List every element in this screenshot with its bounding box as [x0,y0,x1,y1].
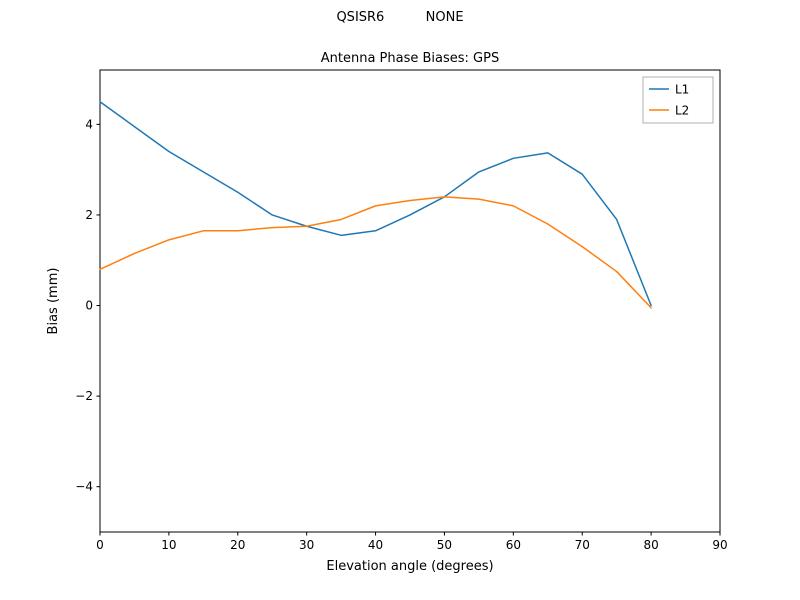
y-axis-label: Bias (mm) [46,268,61,335]
y-tick-label: 2 [85,208,93,222]
legend-label-L2: L2 [675,104,689,118]
x-tick-label: 50 [437,538,452,552]
x-tick-label: 30 [299,538,314,552]
axes-frame [99,69,721,533]
x-axis-label: Elevation angle (degrees) [326,559,493,574]
y-tick-label: 4 [85,117,93,131]
x-tick-label: 80 [643,538,658,552]
y-tick-label: −4 [75,480,93,494]
x-tick-label: 10 [161,538,176,552]
y-tick-label: −2 [75,389,93,403]
y-tick-label: 0 [85,299,93,313]
series-line-L1 [99,100,652,307]
legend-box [642,76,714,124]
figure-suptitle: QSISR6 NONE [336,10,464,25]
x-tick-label: 0 [96,538,104,552]
x-tick-label: 90 [712,538,727,552]
x-tick-label: 60 [506,538,521,552]
legend-label-L1: L1 [675,83,689,97]
series-line-L2 [99,196,652,309]
x-tick-label: 20 [230,538,245,552]
x-tick-label: 70 [575,538,590,552]
x-tick-label: 40 [368,538,383,552]
chart-title: Antenna Phase Biases: GPS [321,51,499,66]
